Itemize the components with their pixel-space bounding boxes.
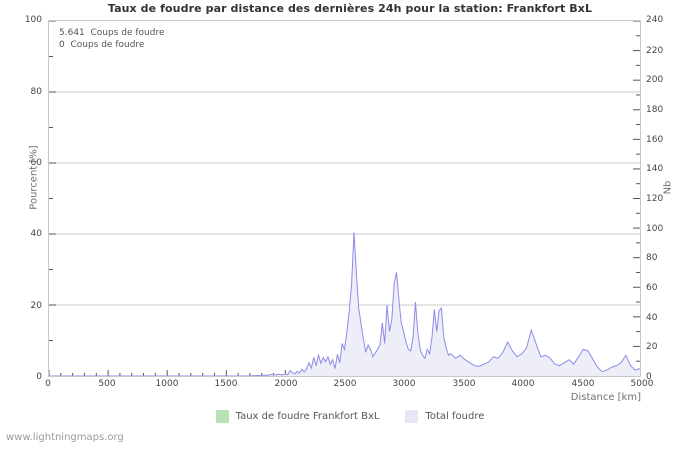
x-axis-tick-1000: 1000	[155, 379, 179, 389]
y-axis-tick-20: 20	[30, 301, 42, 311]
y2-axis-tick-40: 40	[646, 313, 658, 323]
x-axis-tick-4000: 4000	[511, 379, 535, 389]
x-axis-tick-0: 0	[45, 379, 51, 389]
chart-title: Taux de foudre par distance des dernière…	[107, 2, 593, 15]
y-axis-tick-80: 80	[30, 87, 42, 97]
legend-swatch-rate	[215, 410, 229, 423]
y-axis-label: Pourcent [%]	[28, 145, 40, 210]
y-axis-tick-0: 0	[36, 372, 42, 382]
y-axis-tick-100: 100	[24, 15, 42, 25]
y2-axis-tick-60: 60	[646, 283, 658, 293]
y2-axis-tick-20: 20	[646, 342, 658, 352]
x-axis-tick-1500: 1500	[214, 379, 238, 389]
chart-legend: Taux de foudre Frankfort BxL Total foudr…	[0, 410, 700, 423]
legend-label-rate: Taux de foudre Frankfort BxL	[235, 411, 380, 422]
x-axis-tick-3500: 3500	[452, 379, 476, 389]
x-axis-label: Distance [km]	[570, 392, 641, 403]
footer-url: www.lightningmaps.org	[6, 432, 124, 443]
y2-axis-tick-160: 160	[646, 135, 664, 145]
total-lightning-line	[49, 233, 640, 376]
gridlines	[49, 92, 640, 305]
x-axis-tick-3000: 3000	[392, 379, 416, 389]
y2-axis-tick-240: 240	[646, 15, 664, 25]
y2-axis-label: Nb	[662, 180, 674, 195]
legend-item-total: Total foudre	[405, 410, 484, 423]
y2-axis-tick-220: 220	[646, 46, 664, 56]
plot-canvas	[49, 21, 640, 376]
legend-label-total: Total foudre	[425, 411, 485, 422]
y2-axis-tick-80: 80	[646, 253, 658, 263]
x-axis-tick-5000: 5000	[630, 379, 654, 389]
y-axis-tick-40: 40	[30, 229, 42, 239]
y2-axis-tick-200: 200	[646, 75, 664, 85]
y2-axis-tick-180: 180	[646, 105, 664, 115]
axis-ticks	[49, 21, 640, 376]
y2-axis-tick-140: 140	[646, 164, 664, 174]
total-lightning-area	[49, 232, 640, 376]
y-axis-tick-60: 60	[30, 158, 42, 168]
y2-axis-tick-100: 100	[646, 224, 664, 234]
x-axis-tick-500: 500	[98, 379, 116, 389]
x-axis-tick-2000: 2000	[274, 379, 298, 389]
plot-area: 5.641 Coups de foudre 0 Coups de foudre	[48, 20, 641, 377]
y2-axis-tick-120: 120	[646, 194, 664, 204]
x-axis-tick-4500: 4500	[571, 379, 595, 389]
legend-swatch-total	[405, 410, 419, 423]
legend-item-rate: Taux de foudre Frankfort BxL	[215, 410, 380, 423]
y2-axis-tick-0: 0	[646, 372, 652, 382]
x-axis-tick-2500: 2500	[333, 379, 357, 389]
